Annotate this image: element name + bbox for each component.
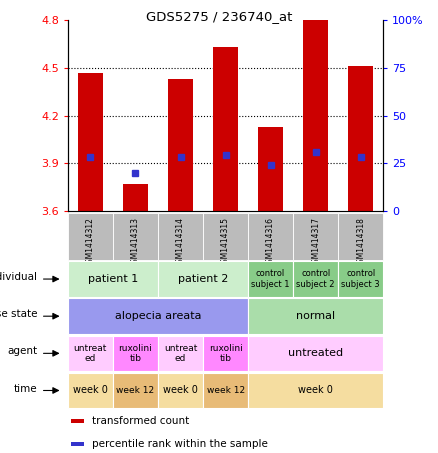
Bar <box>213 48 238 211</box>
Text: individual: individual <box>0 272 37 282</box>
Text: alopecia areata: alopecia areata <box>115 311 201 321</box>
Bar <box>348 67 373 211</box>
Text: GSM1414314: GSM1414314 <box>176 217 185 268</box>
Bar <box>258 126 283 211</box>
Text: untreat
ed: untreat ed <box>74 344 107 363</box>
Bar <box>338 261 383 297</box>
Bar <box>123 184 148 211</box>
Text: week 0: week 0 <box>163 386 198 395</box>
Bar <box>113 373 158 408</box>
Bar <box>248 336 383 371</box>
Bar <box>68 336 113 371</box>
Text: GSM1414313: GSM1414313 <box>131 217 140 268</box>
Text: GSM1414318: GSM1414318 <box>356 217 365 268</box>
Text: control
subject 1: control subject 1 <box>251 270 290 289</box>
Bar <box>113 336 158 371</box>
Text: patient 1: patient 1 <box>88 274 138 284</box>
Text: week 12: week 12 <box>117 386 155 395</box>
Bar <box>158 336 203 371</box>
Bar <box>203 213 248 260</box>
Bar <box>68 299 248 334</box>
Text: untreat
ed: untreat ed <box>164 344 197 363</box>
Text: GSM1414315: GSM1414315 <box>221 217 230 268</box>
Text: time: time <box>14 384 37 394</box>
Bar <box>203 373 248 408</box>
Text: normal: normal <box>296 311 335 321</box>
Text: ruxolini
tib: ruxolini tib <box>208 344 243 363</box>
Text: GSM1414316: GSM1414316 <box>266 217 275 268</box>
Bar <box>71 442 84 446</box>
Bar <box>158 261 248 297</box>
Bar <box>78 72 103 211</box>
Bar <box>68 213 113 260</box>
Text: week 0: week 0 <box>73 386 108 395</box>
Text: disease state: disease state <box>0 309 37 319</box>
Bar <box>248 213 293 260</box>
Bar <box>248 299 383 334</box>
Bar <box>293 213 338 260</box>
Bar <box>303 20 328 211</box>
Bar <box>68 261 158 297</box>
Bar <box>68 373 113 408</box>
Text: percentile rank within the sample: percentile rank within the sample <box>92 439 268 449</box>
Bar <box>248 261 293 297</box>
Text: GSM1414312: GSM1414312 <box>86 217 95 268</box>
Text: week 12: week 12 <box>206 386 245 395</box>
Bar <box>248 373 383 408</box>
Text: patient 2: patient 2 <box>178 274 228 284</box>
Bar <box>338 213 383 260</box>
Text: week 0: week 0 <box>298 386 333 395</box>
Text: GSM1414317: GSM1414317 <box>311 217 320 268</box>
Bar <box>158 213 203 260</box>
Text: control
subject 2: control subject 2 <box>297 270 335 289</box>
Bar <box>203 336 248 371</box>
Text: agent: agent <box>7 347 37 357</box>
Bar <box>113 213 158 260</box>
Text: control
subject 3: control subject 3 <box>341 270 380 289</box>
Text: ruxolini
tib: ruxolini tib <box>119 344 152 363</box>
Bar <box>158 373 203 408</box>
Text: GDS5275 / 236740_at: GDS5275 / 236740_at <box>146 10 292 23</box>
Text: transformed count: transformed count <box>92 416 189 426</box>
Text: untreated: untreated <box>288 348 343 358</box>
Bar <box>168 79 193 211</box>
Bar <box>71 419 84 423</box>
Bar <box>293 261 338 297</box>
